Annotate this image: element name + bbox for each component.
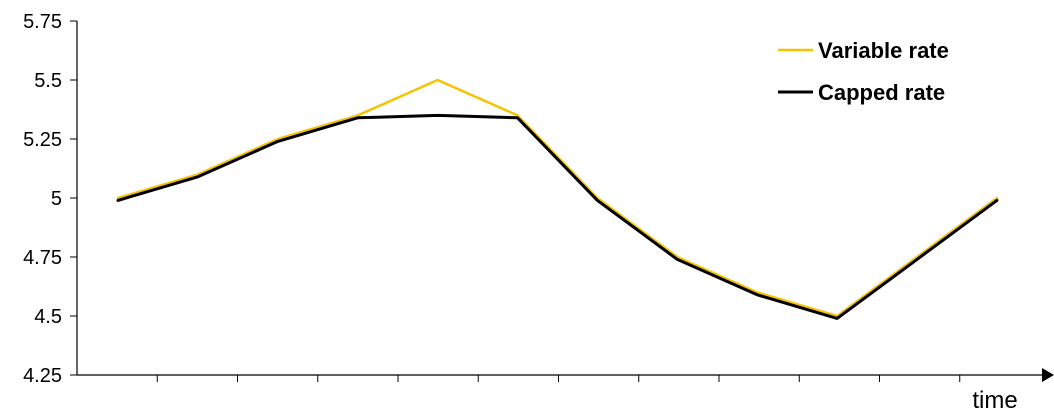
x-axis-title: time xyxy=(972,387,1017,414)
x-axis-arrow-icon xyxy=(1042,368,1054,382)
series-line-capped-rate xyxy=(116,113,999,320)
series-lines xyxy=(116,78,999,320)
y-tick-label: 5.5 xyxy=(34,70,62,92)
y-tick-label: 5 xyxy=(51,188,62,210)
legend-label: Variable rate xyxy=(818,38,949,63)
y-axis: 5.75 5.5 5.25 5 4.75 4.5 4.25 xyxy=(23,11,78,387)
y-tick-label: 4.75 xyxy=(23,247,62,269)
y-tick-label: 4.5 xyxy=(34,306,62,328)
y-tick-label: 4.25 xyxy=(23,365,62,387)
y-tick-label: 5.25 xyxy=(23,129,62,151)
series-line-variable-rate xyxy=(116,78,999,318)
x-axis xyxy=(77,368,1054,382)
y-tick-label: 5.75 xyxy=(23,11,62,33)
legend: Variable rate Capped rate xyxy=(778,38,949,105)
legend-label: Capped rate xyxy=(818,80,945,105)
